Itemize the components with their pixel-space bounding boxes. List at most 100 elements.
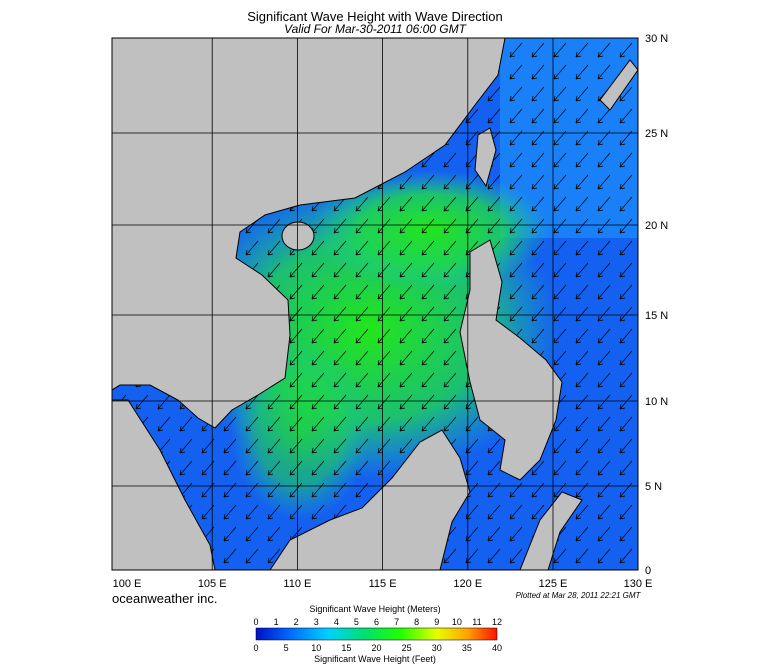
arrow-head: [509, 183, 516, 190]
arrow-head: [267, 227, 274, 234]
wave-arrow: [575, 64, 589, 80]
wave-arrow: [377, 262, 391, 278]
arrow-head: [531, 249, 538, 256]
arrow-head: [421, 425, 428, 432]
map-frame: [111, 37, 639, 571]
arrow-head: [201, 491, 208, 498]
arrow-head: [465, 447, 472, 454]
arrow-head: [575, 425, 582, 432]
wave-arrow: [575, 284, 589, 300]
arrow-head: [355, 469, 362, 476]
wave-arrow: [179, 416, 193, 432]
arrow-head: [201, 513, 208, 520]
wave-arrow: [619, 438, 633, 454]
arrow-head: [421, 205, 428, 212]
wave-arrow: [487, 460, 501, 476]
wave-arrow: [443, 328, 457, 344]
meters-tick: 12: [492, 617, 502, 627]
arrow-head: [421, 381, 428, 388]
arrow-head: [399, 249, 406, 256]
wave-arrow: [377, 306, 391, 322]
arrow-head: [509, 95, 516, 102]
arrow-head: [509, 535, 516, 542]
arrow-head: [333, 403, 340, 410]
arrow-head: [267, 403, 274, 410]
feet-tick: 40: [492, 643, 502, 653]
arrow-head: [575, 557, 582, 564]
wave-arrow: [289, 416, 303, 432]
arrow-head: [619, 491, 626, 498]
wave-arrow: [531, 306, 545, 322]
wave-arrow: [597, 196, 611, 212]
wave-arrow: [597, 328, 611, 344]
wave-arrow: [399, 174, 413, 190]
arrow-head: [597, 403, 604, 410]
wave-arrow: [553, 240, 567, 256]
wave-arrow: [399, 350, 413, 366]
wave-arrow: [509, 504, 523, 520]
arrow-head: [597, 447, 604, 454]
wave-arrow: [619, 394, 633, 410]
arrow-head: [311, 315, 318, 322]
wave-arrow: [619, 350, 633, 366]
arrow-head: [531, 95, 538, 102]
wave-arrow: [531, 152, 545, 168]
arrow-head: [619, 249, 626, 256]
wave-arrow: [597, 548, 611, 564]
wave-arrow: [421, 240, 435, 256]
arrow-head: [201, 469, 208, 476]
wave-arrow: [597, 372, 611, 388]
arrow-head: [553, 73, 560, 80]
wave-arrow: [597, 306, 611, 322]
meters-tick: 4: [334, 617, 339, 627]
wave-arrow: [289, 350, 303, 366]
brand: oceanweather inc.: [112, 591, 218, 606]
arrow-head: [619, 315, 626, 322]
arrow-head: [465, 557, 472, 564]
arrow-head: [597, 183, 604, 190]
meters-tick: 10: [452, 617, 462, 627]
arrow-head: [289, 271, 296, 278]
wave-arrow: [333, 438, 347, 454]
arrow-head: [597, 161, 604, 168]
arrow-head: [509, 293, 516, 300]
arrow-head: [223, 535, 230, 542]
arrow-head: [443, 183, 450, 190]
arrow-head: [355, 205, 362, 212]
wave-arrow: [619, 218, 633, 234]
arrow-head: [333, 227, 340, 234]
wave-arrow: [531, 240, 545, 256]
arrow-head: [333, 469, 340, 476]
wave-arrow: [223, 482, 237, 498]
wave-arrow: [531, 64, 545, 80]
arrow-head: [245, 513, 252, 520]
arrow-head: [575, 73, 582, 80]
wave-arrow: [531, 460, 545, 476]
wave-arrow: [575, 526, 589, 542]
wave-arrow: [531, 504, 545, 520]
wave-arrow: [311, 504, 325, 520]
arrow-head: [355, 491, 362, 498]
arrow-head: [377, 359, 384, 366]
wave-arrow: [531, 328, 545, 344]
arrow-head: [333, 491, 340, 498]
wave-arrow: [355, 372, 369, 388]
wave-arrow: [399, 372, 413, 388]
wave-arrow: [399, 328, 413, 344]
arrow-head: [509, 139, 516, 146]
arrow-head: [289, 337, 296, 344]
arrow-head: [311, 447, 318, 454]
wave-arrow: [399, 416, 413, 432]
wave-arrow: [553, 174, 567, 190]
arrow-head: [509, 513, 516, 520]
arrow-head: [575, 139, 582, 146]
wave-arrow: [575, 416, 589, 432]
wave-arrow: [443, 174, 457, 190]
wave-arrow: [333, 372, 347, 388]
arrow-head: [465, 183, 472, 190]
arrow-head: [179, 469, 186, 476]
wave-arrow: [333, 240, 347, 256]
arrow-head: [399, 315, 406, 322]
wave-arrow: [267, 526, 281, 542]
wave-arrow: [487, 504, 501, 520]
